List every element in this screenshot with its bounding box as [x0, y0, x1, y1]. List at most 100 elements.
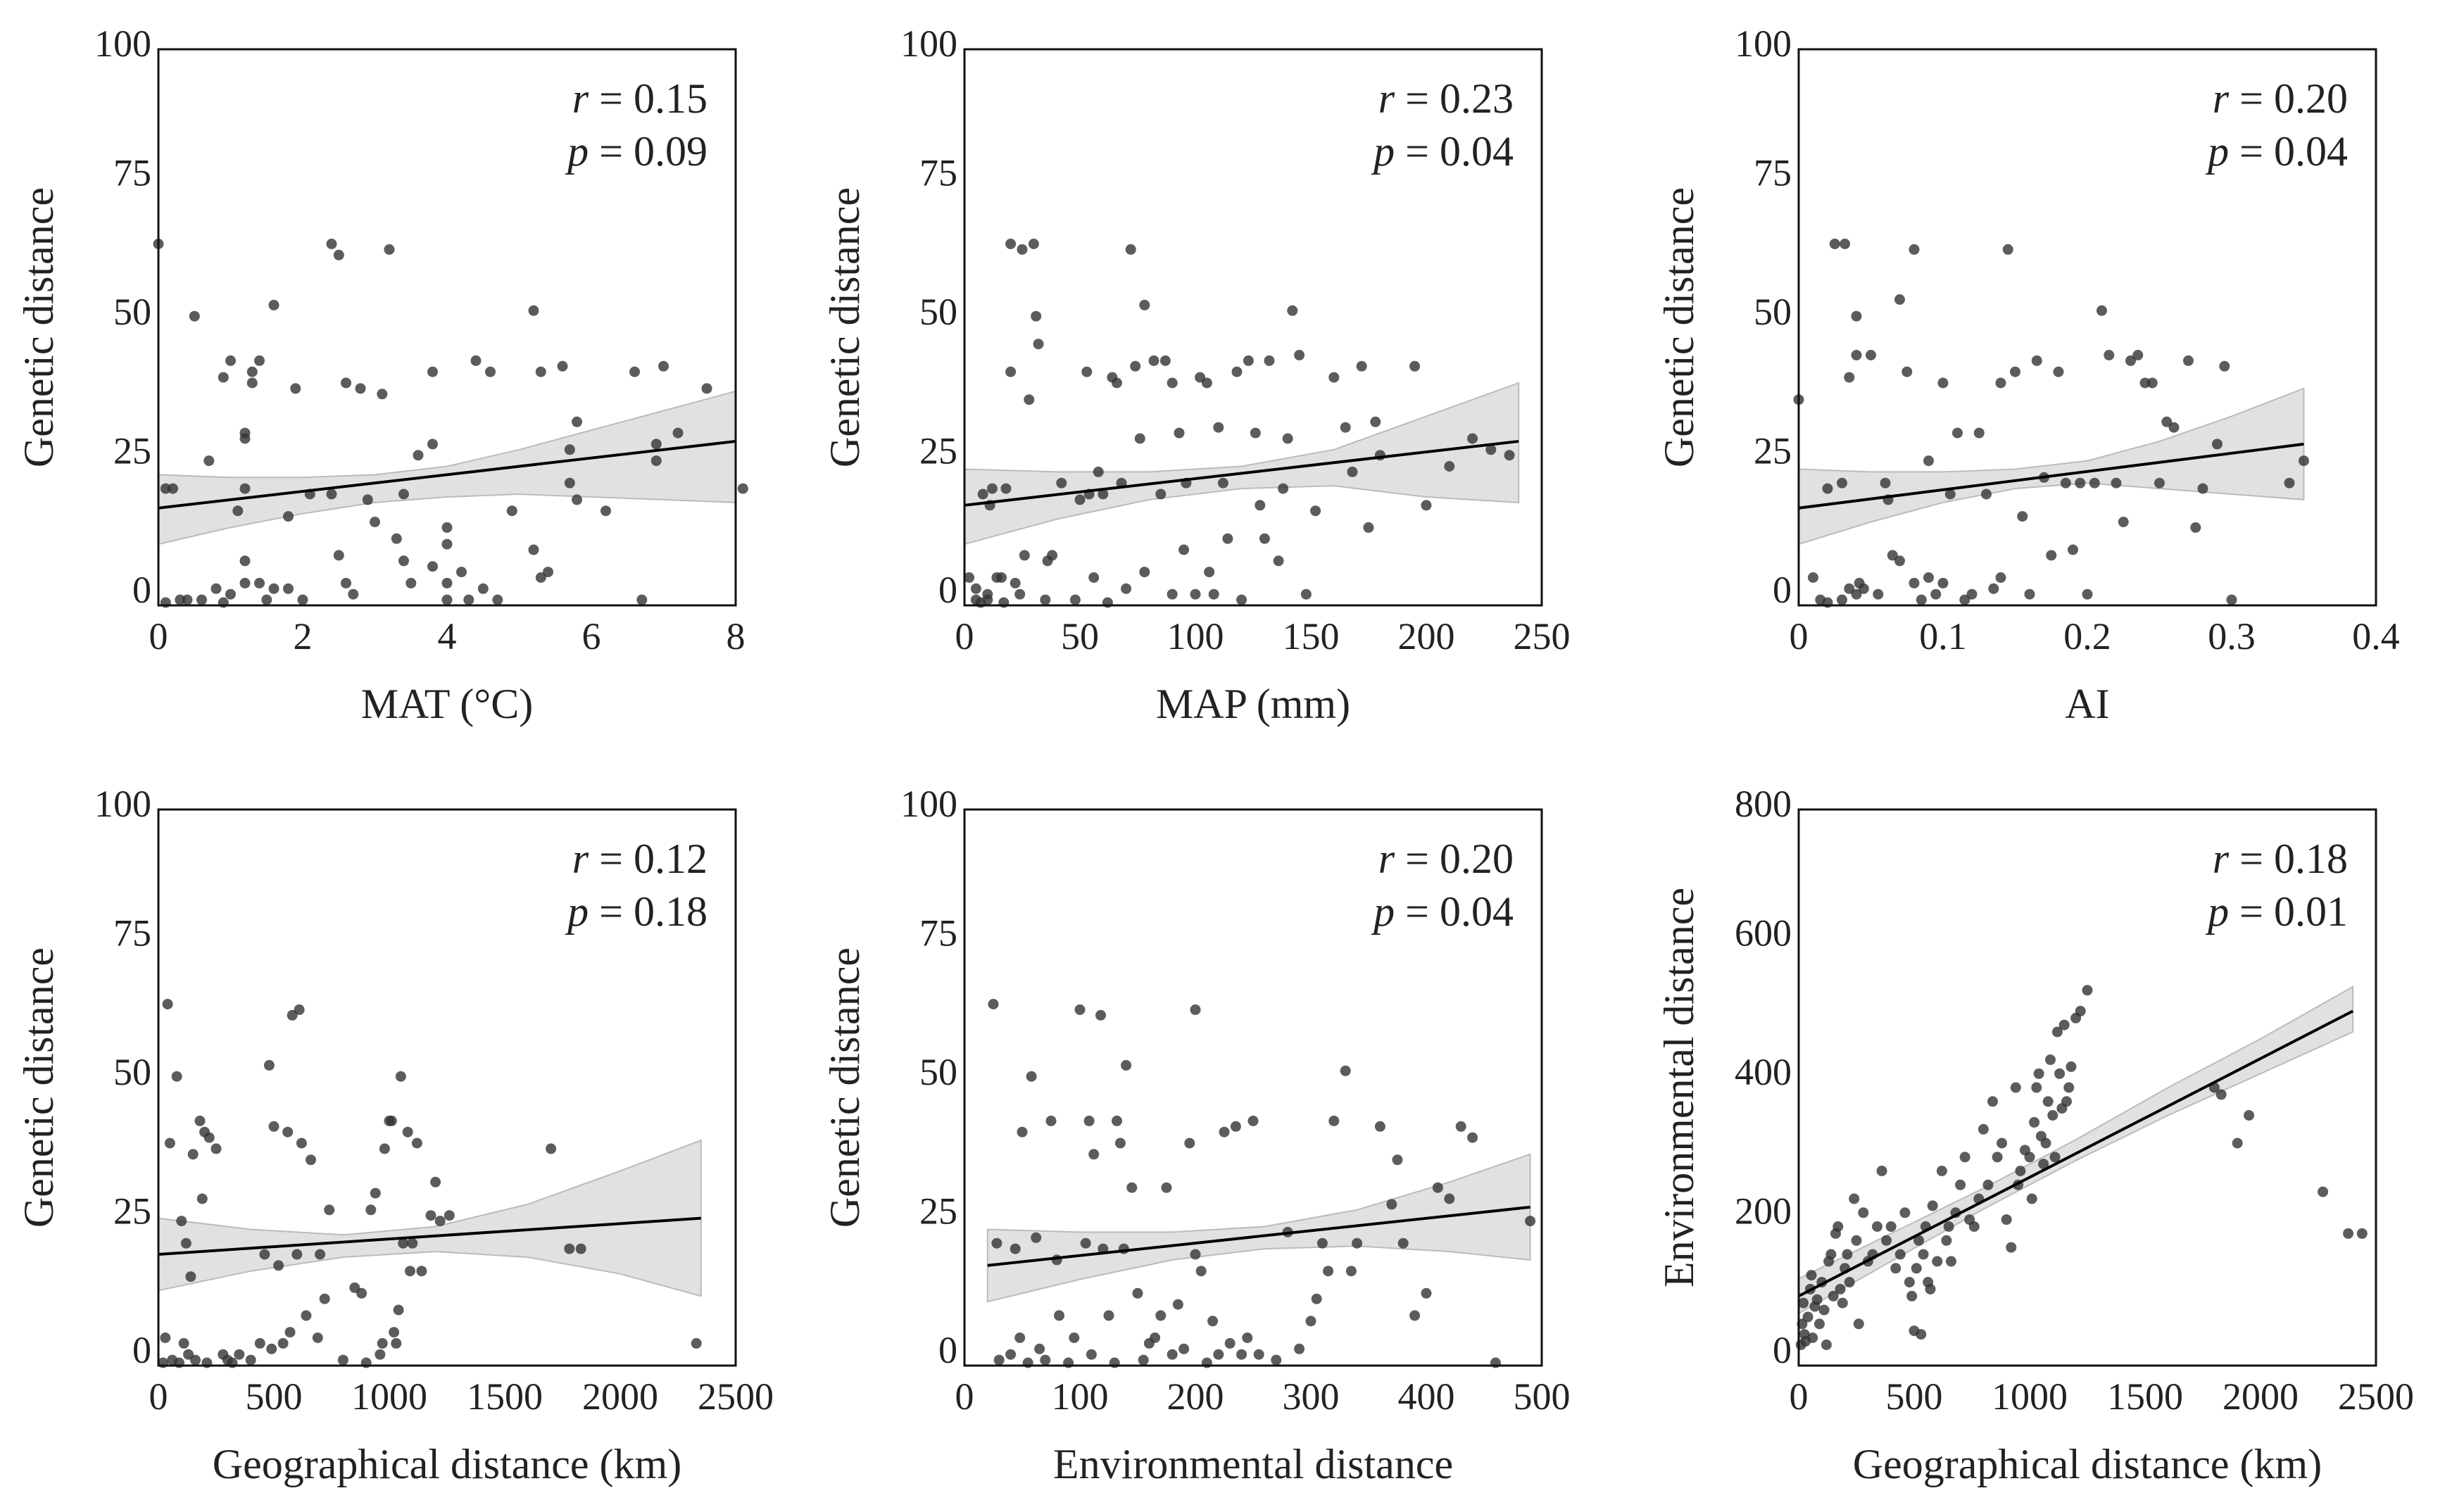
data-point	[1230, 1121, 1241, 1132]
data-point	[1207, 1316, 1219, 1327]
data-point	[1278, 483, 1289, 494]
data-point	[1236, 594, 1247, 605]
data-point	[185, 1271, 196, 1283]
data-point	[1139, 299, 1150, 310]
data-point	[2058, 1019, 2070, 1031]
data-point	[1844, 583, 1855, 594]
x-tick-label: 500	[1886, 1375, 1943, 1418]
data-point	[196, 594, 207, 605]
data-point	[1112, 1115, 1122, 1126]
data-point	[1982, 1179, 1994, 1190]
x-axis-label: MAT (°C)	[361, 681, 534, 727]
data-point	[1047, 550, 1058, 561]
y-tick-label: 600	[1735, 912, 1792, 955]
data-point	[2024, 1152, 2035, 1163]
y-tick-label: 50	[113, 1051, 151, 1093]
data-point	[356, 1287, 367, 1299]
data-point	[441, 577, 453, 588]
data-point	[1028, 239, 1039, 249]
regression-line	[158, 439, 736, 510]
data-point	[2042, 1096, 2054, 1107]
data-point	[1093, 466, 1104, 477]
data-point	[1844, 1277, 1855, 1287]
data-point	[1069, 1333, 1080, 1343]
x-tick-label: 500	[246, 1375, 303, 1418]
data-point	[225, 588, 236, 600]
p-symbol: p	[565, 888, 589, 935]
data-point	[1134, 433, 1145, 444]
x-tick-label: 1500	[467, 1375, 543, 1418]
data-point	[405, 1266, 415, 1277]
data-point	[370, 1187, 381, 1199]
data-point	[1130, 360, 1141, 372]
plot-frame	[963, 808, 1543, 1367]
plot-frame	[157, 48, 737, 607]
data-point	[263, 1059, 275, 1071]
data-point	[1927, 1200, 1938, 1211]
data-point	[1088, 572, 1100, 583]
data-point	[1995, 377, 2006, 389]
data-point	[543, 567, 553, 578]
data-point	[1872, 1221, 1882, 1232]
data-point	[506, 505, 517, 517]
data-point	[2154, 477, 2165, 489]
data-point	[239, 427, 251, 439]
confidence-band	[158, 390, 736, 546]
r-value: = 0.20	[1395, 836, 1514, 882]
data-point	[1155, 489, 1167, 500]
data-point	[234, 1349, 245, 1360]
data-point	[337, 1354, 348, 1366]
data-point	[1340, 422, 1351, 433]
x-tick-label: 0	[1790, 615, 1809, 657]
data-point	[2318, 1186, 2329, 1197]
y-axis-label: Genetic distance	[822, 187, 868, 467]
data-point	[2061, 1096, 2072, 1107]
y-axis-label: Genetic distance	[15, 947, 62, 1228]
data-point	[1363, 522, 1374, 533]
data-point	[528, 544, 539, 555]
y-tick-label: 50	[919, 1051, 957, 1093]
data-point	[2049, 1152, 2061, 1163]
data-point	[1849, 1193, 1860, 1204]
data-point	[1873, 588, 1884, 600]
data-point	[2299, 455, 2309, 467]
data-point	[1978, 1123, 1989, 1135]
y-tick-label: 800	[1735, 783, 1792, 825]
data-point	[2045, 1054, 2056, 1065]
panel-5: 0 100 200 300 400 500 0 25 50 75 100 Environmental …	[822, 783, 1571, 1487]
data-point	[1033, 339, 1044, 350]
data-point	[1161, 1182, 1172, 1193]
data-point	[2132, 350, 2144, 360]
data-point	[324, 1204, 335, 1216]
r-value: = 0.20	[2229, 75, 2348, 122]
data-point	[2040, 1138, 2051, 1149]
data-point	[1887, 550, 1898, 561]
data-point	[1253, 1349, 1264, 1360]
data-point	[2026, 1193, 2037, 1204]
data-point	[370, 517, 380, 527]
data-point	[2284, 477, 2295, 489]
data-point	[492, 594, 503, 605]
data-point	[1825, 1249, 1837, 1260]
data-point	[1421, 500, 1432, 511]
data-point	[2053, 366, 2064, 377]
data-point	[1894, 1249, 1906, 1260]
data-point	[1247, 1115, 1259, 1126]
data-point	[362, 494, 373, 505]
data-point	[1988, 583, 1999, 594]
y-tick-label: 0	[1773, 1329, 1792, 1371]
x-tick-label: 1500	[2107, 1375, 2183, 1418]
x-axis-label: MAP (mm)	[1156, 681, 1350, 727]
r-annotation: r = 0.20	[2213, 75, 2348, 122]
data-point	[1943, 1221, 1954, 1232]
data-point	[1103, 1310, 1114, 1321]
data-point	[2356, 1228, 2368, 1239]
data-point	[1822, 483, 1833, 494]
data-point	[283, 511, 294, 522]
data-point	[315, 1249, 326, 1260]
x-tick-label: 200	[1398, 615, 1455, 657]
data-point	[650, 439, 662, 450]
data-point	[441, 594, 453, 605]
data-point	[1432, 1182, 1443, 1193]
data-point	[1310, 505, 1321, 517]
